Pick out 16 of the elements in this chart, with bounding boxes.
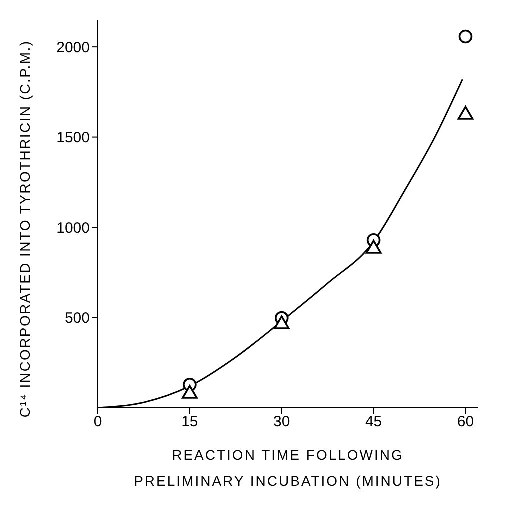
x-tick-label: 30	[274, 414, 290, 431]
point	[182, 385, 198, 399]
point	[458, 30, 473, 44]
x-tick-label: 60	[457, 414, 474, 431]
x-tick-label: 15	[182, 414, 198, 431]
y-axis-title: C¹⁴ INCORPORATED INTO TYROTHRICIN (C.P.M.)	[17, 40, 33, 418]
y-tick-label: 1000	[56, 220, 90, 237]
x-tick-label: 45	[365, 414, 382, 431]
point	[458, 106, 474, 120]
x-axis-title: REACTION TIME FOLLOWING PRELIMINARY INCUBATION (MINUTES)	[134, 447, 442, 489]
y-tick-label: 1500	[56, 130, 90, 147]
y-tick-label: 500	[64, 310, 90, 328]
point	[274, 316, 290, 330]
y-tick-label: 2000	[56, 39, 90, 56]
x-tick-label: 0	[94, 414, 102, 431]
point	[366, 240, 382, 254]
